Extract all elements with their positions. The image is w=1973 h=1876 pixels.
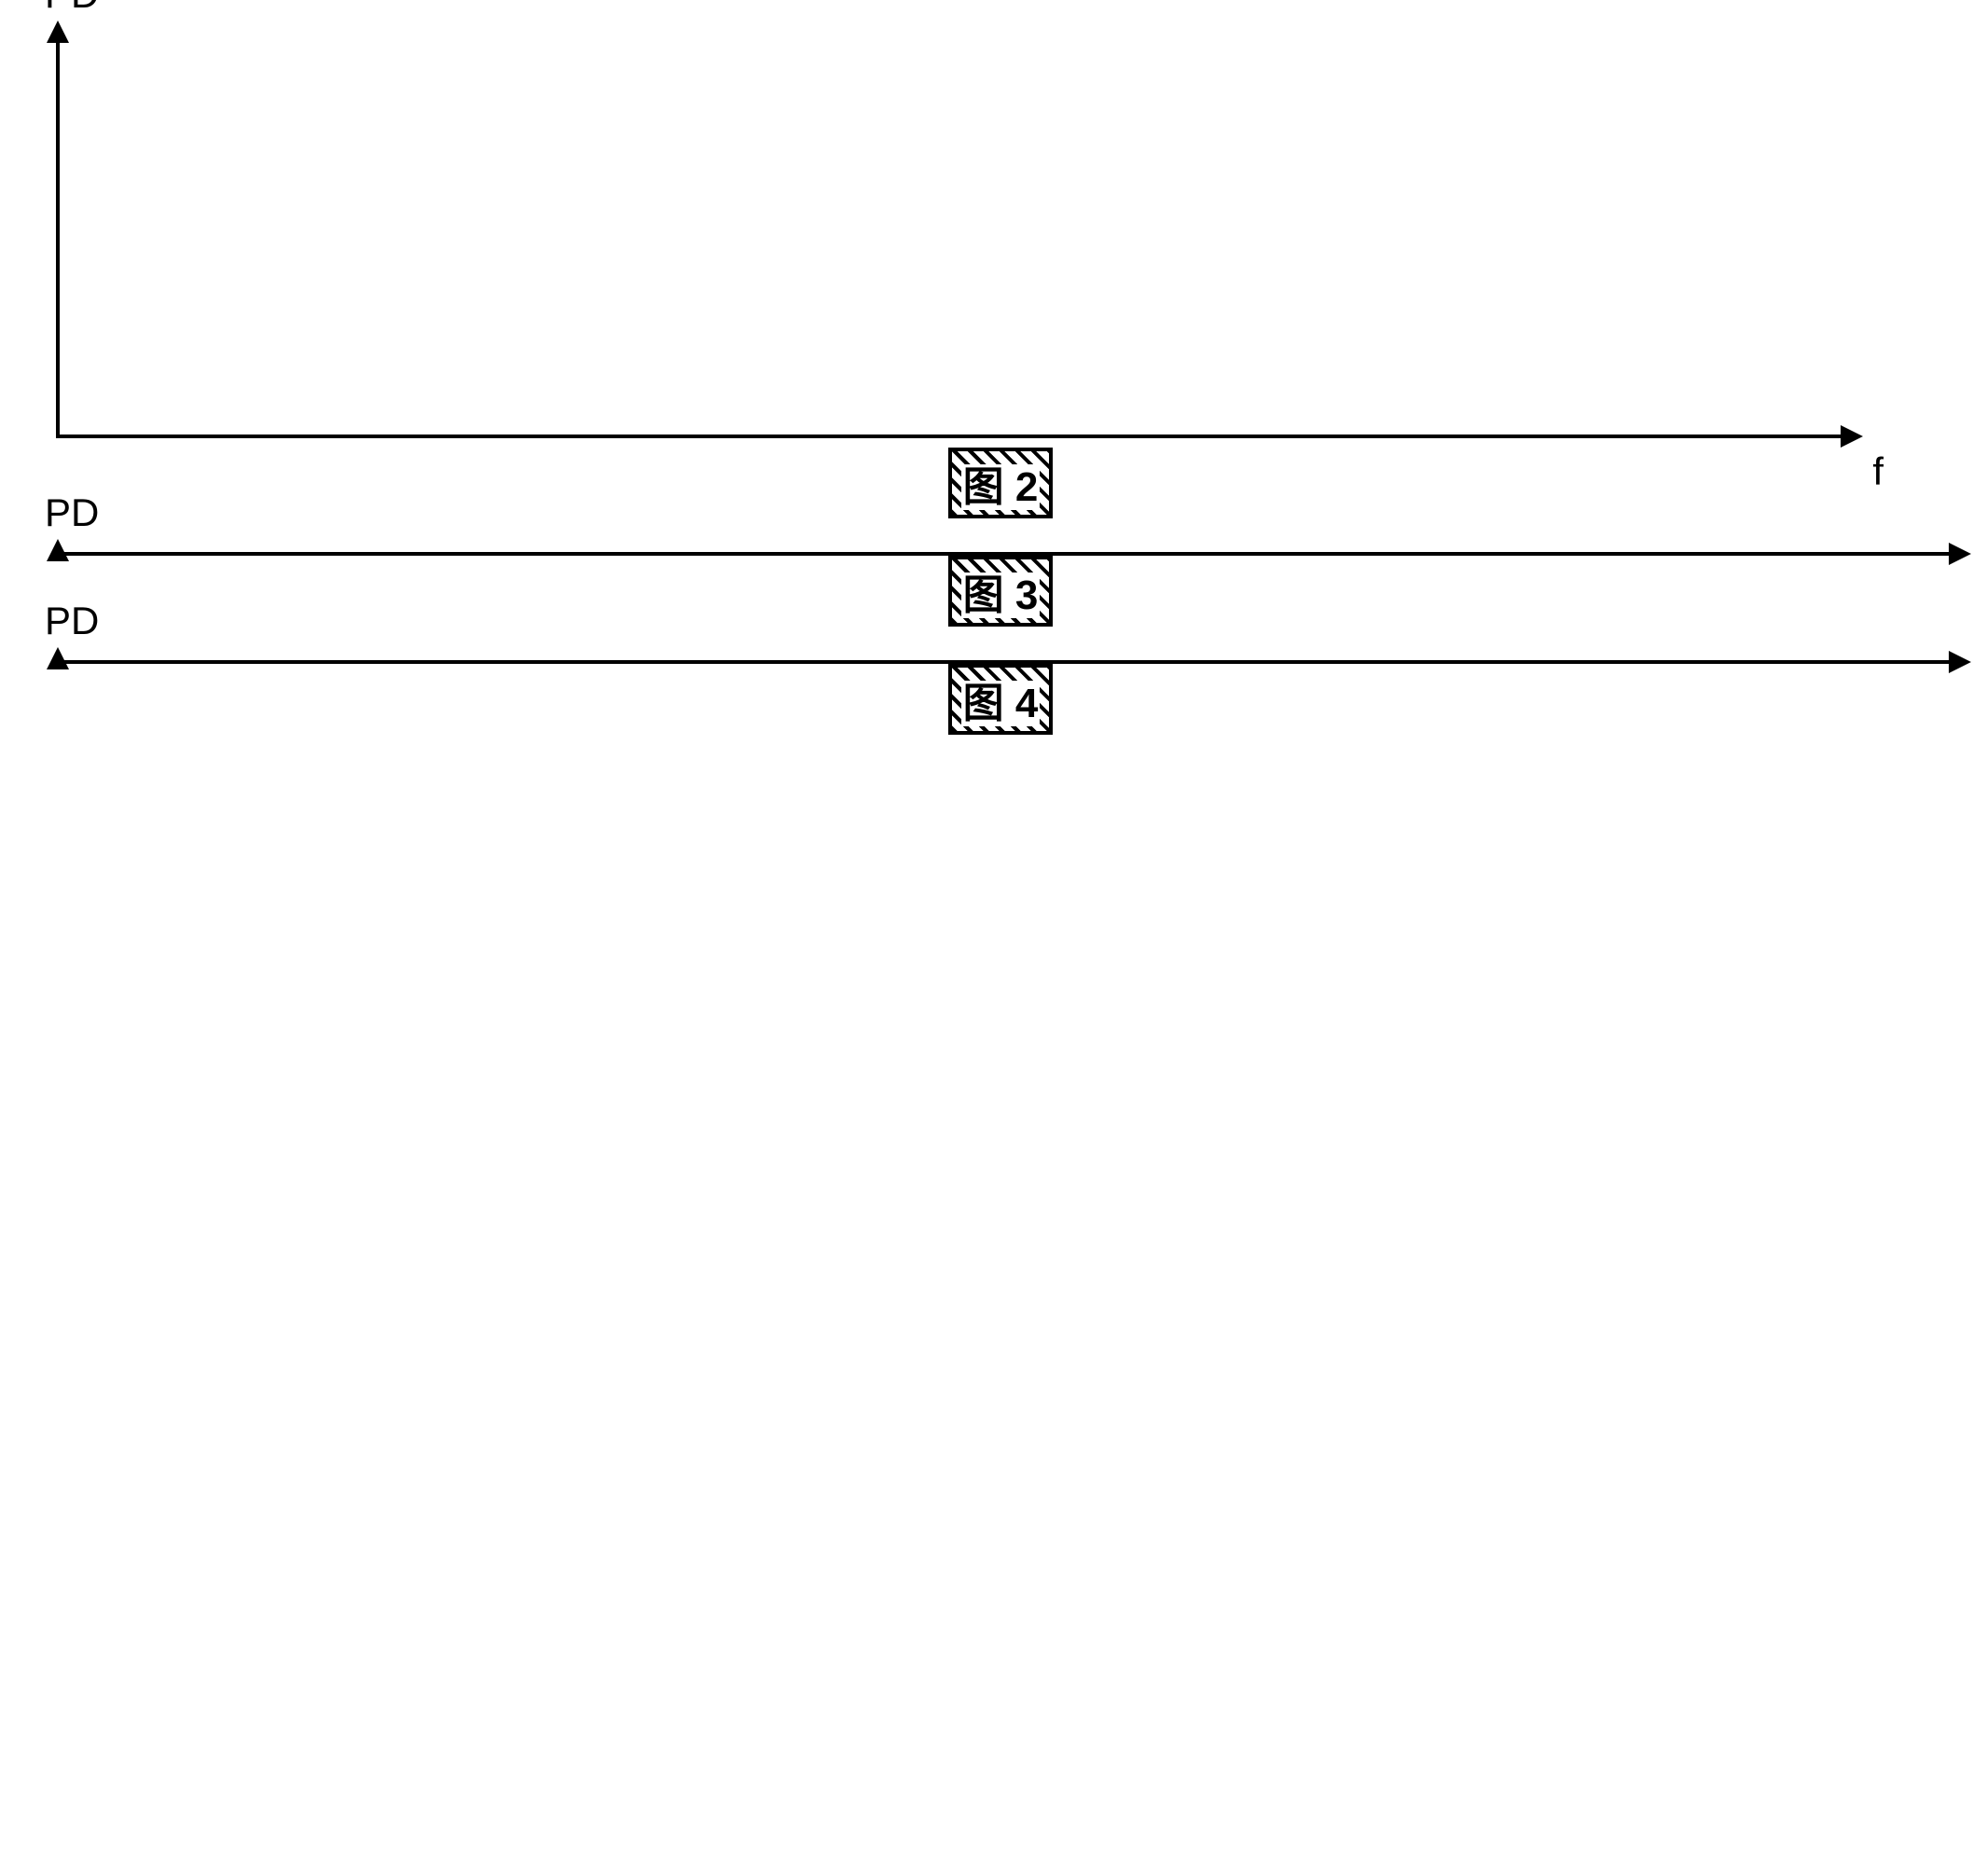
pd-axis-label: PD — [45, 490, 99, 535]
fig2-plot — [56, 37, 1846, 438]
caption-icon: 图 2 — [948, 448, 1054, 518]
fig4-caption: 图 4 — [56, 664, 1954, 735]
figure-2: PD f 图 2 — [56, 37, 1954, 518]
figure-4: PD f 图 4 — [56, 664, 1954, 735]
pd-axis-label: PD — [45, 0, 99, 17]
caption-icon: 图 4 — [948, 664, 1054, 735]
fig3-caption: 图 3 — [56, 556, 1954, 627]
fig2-axes: PD f — [56, 37, 1846, 438]
pd-axis-label: PD — [45, 599, 99, 643]
caption-icon: 图 3 — [948, 556, 1054, 627]
f-axis-label: f — [1872, 449, 1883, 494]
fig2-caption: 图 2 — [56, 448, 1954, 518]
figure-3: PD f 图 3 — [56, 556, 1954, 627]
